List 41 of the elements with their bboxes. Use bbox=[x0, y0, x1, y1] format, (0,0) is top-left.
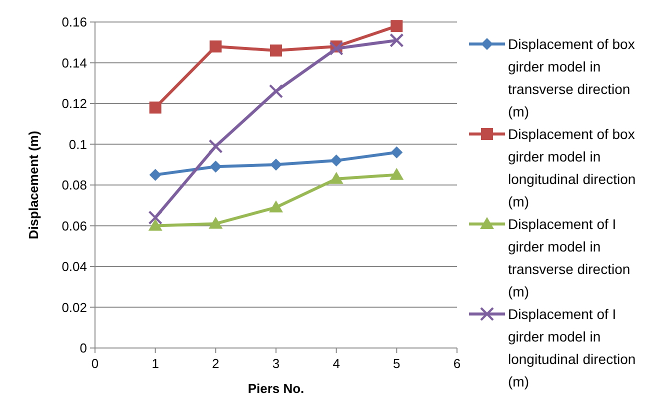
point bbox=[390, 33, 404, 48]
y-tick-label: 0 bbox=[80, 340, 87, 356]
legend-label: Displacement of I girder model in longitudinal direction (m) bbox=[508, 306, 636, 390]
legend-label: Displacement of box girder model in longitudinal direction (m) bbox=[508, 126, 636, 210]
y-tick-label: 0.04 bbox=[62, 259, 87, 274]
point bbox=[390, 146, 403, 158]
y-axis-title: Displacement (m) bbox=[26, 130, 41, 240]
point bbox=[270, 44, 282, 57]
x-tick-label: 6 bbox=[453, 356, 461, 371]
point bbox=[208, 139, 223, 154]
y-tick-label: 0.1 bbox=[68, 136, 87, 152]
point bbox=[270, 158, 282, 171]
point bbox=[148, 218, 162, 231]
y-tick-label: 0.02 bbox=[62, 300, 87, 315]
y-tick-label: 0.14 bbox=[62, 55, 87, 70]
x-axis-title: Piers No. bbox=[248, 381, 304, 396]
x-tick-label: 4 bbox=[332, 356, 340, 371]
y-tick-label: 0.16 bbox=[62, 14, 87, 30]
point bbox=[268, 84, 284, 98]
point bbox=[208, 216, 223, 229]
point bbox=[149, 168, 162, 181]
point bbox=[210, 40, 222, 52]
point bbox=[390, 168, 404, 180]
point bbox=[210, 160, 222, 173]
point bbox=[329, 172, 344, 184]
legend-label: Displacement of box girder model in transverse direction (m) bbox=[508, 36, 635, 120]
x-tick-label: 1 bbox=[152, 356, 159, 371]
point bbox=[390, 20, 403, 32]
y-tick-label: 0.06 bbox=[62, 218, 87, 234]
x-tick-label: 3 bbox=[272, 356, 280, 371]
point bbox=[330, 154, 342, 167]
point bbox=[149, 102, 162, 114]
legend-label: Displacement of I girder model in transverse direction (m) bbox=[508, 216, 630, 300]
y-tick-label: 0.08 bbox=[62, 178, 87, 193]
x-tick-label: 0 bbox=[91, 356, 99, 371]
x-tick-label: 2 bbox=[212, 356, 220, 371]
point bbox=[148, 210, 162, 225]
point bbox=[269, 200, 283, 212]
y-tick-label: 0.12 bbox=[62, 96, 87, 112]
x-tick-label: 5 bbox=[393, 356, 400, 371]
point bbox=[329, 41, 344, 56]
